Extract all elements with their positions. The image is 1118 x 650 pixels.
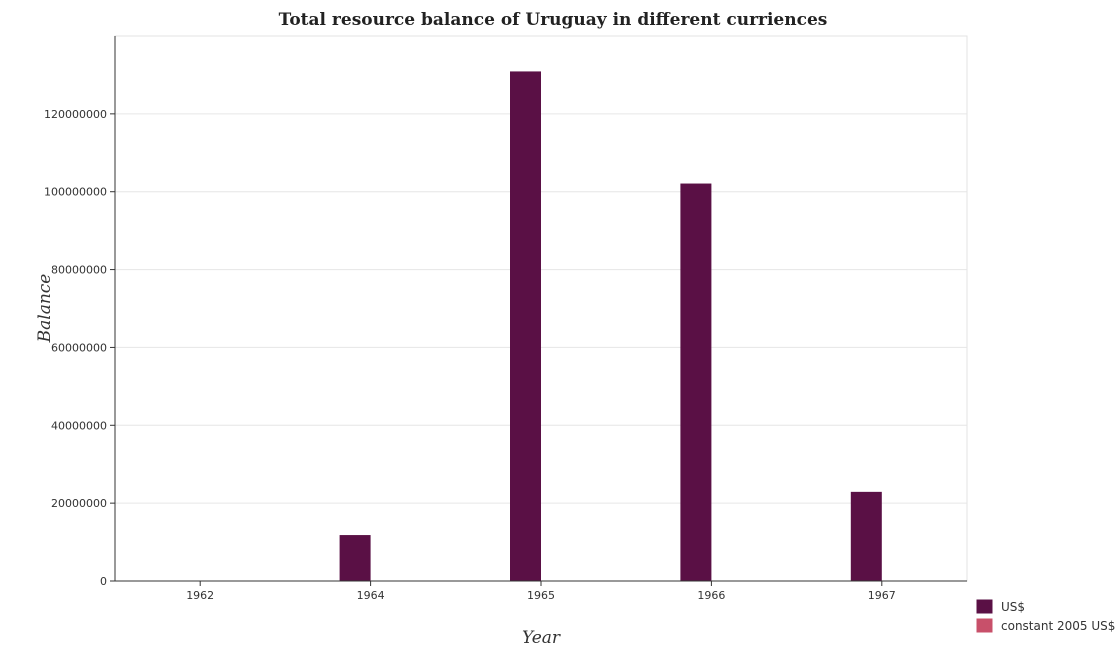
x-tick-label: 1967 (868, 589, 896, 602)
y-tick-label: 0 (100, 575, 107, 588)
y-axis-label: Balance (35, 274, 55, 344)
y-tick-label: 80000000 (51, 264, 107, 277)
bar-usd-1966 (680, 183, 712, 581)
x-tick-label: 1965 (527, 589, 555, 602)
bars (339, 71, 882, 582)
bar-usd-1964 (339, 535, 371, 581)
bar-usd-1965 (510, 71, 541, 582)
y-tick-label: 40000000 (51, 419, 107, 432)
y-tick-label: 100000000 (44, 186, 107, 199)
y-tick-label: 20000000 (51, 497, 107, 510)
bar-usd-1967 (850, 491, 882, 581)
chart-title: Total resource balance of Uruguay in dif… (279, 10, 828, 30)
plot-area: 0 20000000 40000000 60000000 80000000 1000000… (44, 35, 968, 602)
legend-label: US$ (1001, 600, 1025, 614)
y-axis-ticks: 0 20000000 40000000 60000000 80000000 1000000… (44, 108, 115, 588)
x-axis-label: Year (522, 628, 561, 648)
legend-swatch (976, 599, 993, 614)
x-axis-ticks: 1962 1964 1965 1966 1967 (186, 581, 896, 602)
y-tick-label: 60000000 (51, 341, 107, 354)
legend: US$ constant 2005 US$ (976, 599, 1115, 633)
legend-label: constant 2005 US$ (1001, 619, 1115, 633)
x-tick-label: 1964 (357, 589, 385, 602)
x-tick-label: 1966 (697, 589, 725, 602)
y-tick-label: 120000000 (44, 108, 107, 121)
x-tick-label: 1962 (186, 589, 214, 602)
legend-swatch (976, 618, 993, 633)
